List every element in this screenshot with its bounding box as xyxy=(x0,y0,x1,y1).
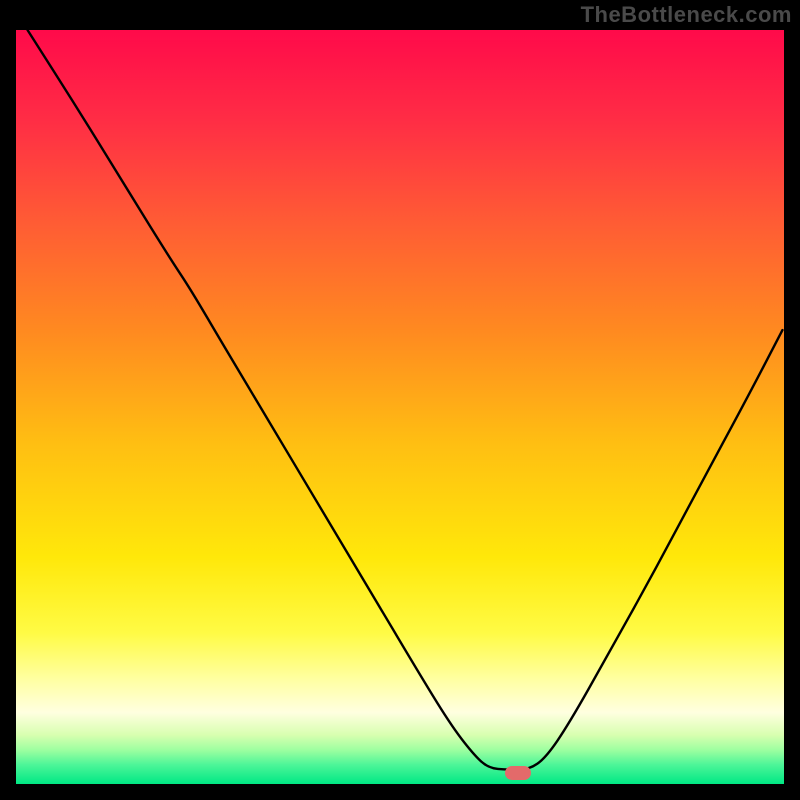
plot-area xyxy=(16,30,784,784)
optimal-marker xyxy=(505,766,531,780)
outer-frame: TheBottleneck.com xyxy=(0,0,800,800)
curve-line xyxy=(16,30,784,784)
watermark-text: TheBottleneck.com xyxy=(581,2,792,28)
